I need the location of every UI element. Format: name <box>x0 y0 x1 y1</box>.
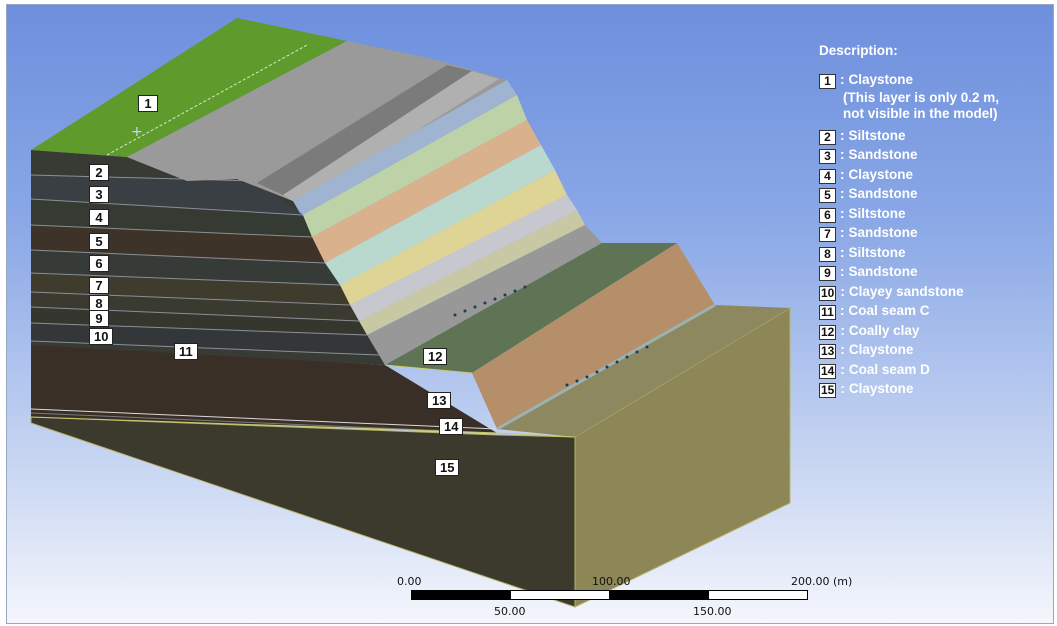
layer-tag-14: 14 <box>439 418 464 435</box>
front-face-lower <box>31 343 497 433</box>
scale-segment <box>510 590 610 600</box>
legend-item: 12: Coally clay <box>819 322 920 340</box>
legend-num: 9 <box>819 266 836 281</box>
layer-tag-9: 9 <box>89 310 109 327</box>
legend: Description: 1 : Claystone (This layer i… <box>819 43 1049 401</box>
legend-item: 11: Coal seam C <box>819 303 1049 323</box>
legend-item: 15: Claystone <box>819 381 914 398</box>
legend-label: Sandstone <box>848 264 918 279</box>
front-face-layer-15 <box>30 416 576 608</box>
scale-label-50: 50.00 <box>494 605 526 618</box>
layer-tag-2: 2 <box>89 164 109 181</box>
legend-label: Siltstone <box>848 127 906 143</box>
model-viewport[interactable]: + 1 2 3 4 5 6 7 8 9 10 11 12 13 14 15 De… <box>6 4 1054 624</box>
legend-item: 3: Sandstone <box>819 147 1049 167</box>
layer-tag-15: 15 <box>435 459 460 476</box>
legend-num: 14 <box>819 363 837 379</box>
legend-label: Claystone <box>848 381 914 396</box>
legend-item: 8: Siltstone <box>819 245 1049 265</box>
legend-item: 13: Claystone <box>819 342 914 359</box>
layer-tag-7: 7 <box>89 277 109 294</box>
legend-item: 2: Siltstone <box>819 128 1049 148</box>
legend-num: 10 <box>819 285 837 301</box>
legend-item: 4: Claystone <box>819 167 1049 187</box>
legend-num: 3 <box>819 149 836 164</box>
scale-segment <box>609 590 709 600</box>
legend-note-line: (This layer is only 0.2 m, <box>843 89 1000 105</box>
top-surface-grass <box>31 18 347 157</box>
upper-slope <box>127 41 507 201</box>
legend-item: 14: Coal seam D <box>819 361 930 379</box>
layer-tag-3: 3 <box>89 186 109 203</box>
legend-label: Claystone <box>848 72 914 87</box>
legend-item: 7: Sandstone <box>819 225 1049 245</box>
layer-tag-13: 13 <box>427 392 452 409</box>
legend-label: Coal seam C <box>848 303 930 318</box>
bench-slope <box>385 243 677 373</box>
legend-item: 10: Clayey sandstone <box>819 283 964 301</box>
lower-slope <box>472 243 715 429</box>
scale-segment <box>411 590 511 600</box>
layer-tag-10: 10 <box>89 328 114 345</box>
svg-text:+: + <box>131 124 143 140</box>
scale-label-0: 0.00 <box>397 575 422 588</box>
legend-label: Clayey sandstone <box>848 283 964 299</box>
legend-item: 1 : Claystone <box>819 72 1049 92</box>
layer-tag-1: 1 <box>138 95 158 112</box>
legend-label: Sandstone <box>848 186 918 201</box>
legend-item: 5: Sandstone <box>819 186 1049 206</box>
legend-item: 6: Siltstone <box>819 206 1049 226</box>
legend-label: Claystone <box>848 166 914 182</box>
legend-label: Coal seam D <box>848 361 930 377</box>
legend-label: Claystone <box>848 342 914 357</box>
legend-num: 1 <box>819 74 836 89</box>
layer-tag-12: 12 <box>423 348 448 365</box>
legend-num: 4 <box>819 168 836 184</box>
legend-label: Siltstone <box>848 205 906 221</box>
layer-tag-5: 5 <box>89 233 109 250</box>
legend-item: 9: Sandstone <box>819 264 1049 284</box>
layer-tag-6: 6 <box>89 255 109 272</box>
legend-title: Description: <box>819 43 898 58</box>
legend-num: 12 <box>819 324 837 340</box>
layer-tag-11: 11 <box>174 343 198 360</box>
legend-num: 8 <box>819 246 836 262</box>
legend-num: 13 <box>819 344 837 359</box>
scale-label-200: 200.00 (m) <box>791 575 853 588</box>
legend-num: 7 <box>819 227 836 242</box>
legend-label: Siltstone <box>848 244 906 260</box>
legend-num: 6 <box>819 207 836 223</box>
legend-note: (This layer is only 0.2 m, not visible i… <box>819 90 1049 122</box>
legend-num: 11 <box>819 305 836 320</box>
legend-num: 15 <box>819 383 837 398</box>
scale-label-150: 150.00 <box>693 605 732 618</box>
legend-label: Sandstone <box>848 147 918 162</box>
legend-num: 2 <box>819 129 836 145</box>
legend-label: Coally clay <box>848 322 920 338</box>
legend-label: Sandstone <box>848 225 918 240</box>
layer-tag-4: 4 <box>89 209 109 226</box>
scale-label-100: 100.00 <box>592 575 631 588</box>
legend-num: 5 <box>819 188 836 203</box>
legend-note-line: not visible in the model) <box>843 105 998 121</box>
scale-segment <box>708 590 808 600</box>
